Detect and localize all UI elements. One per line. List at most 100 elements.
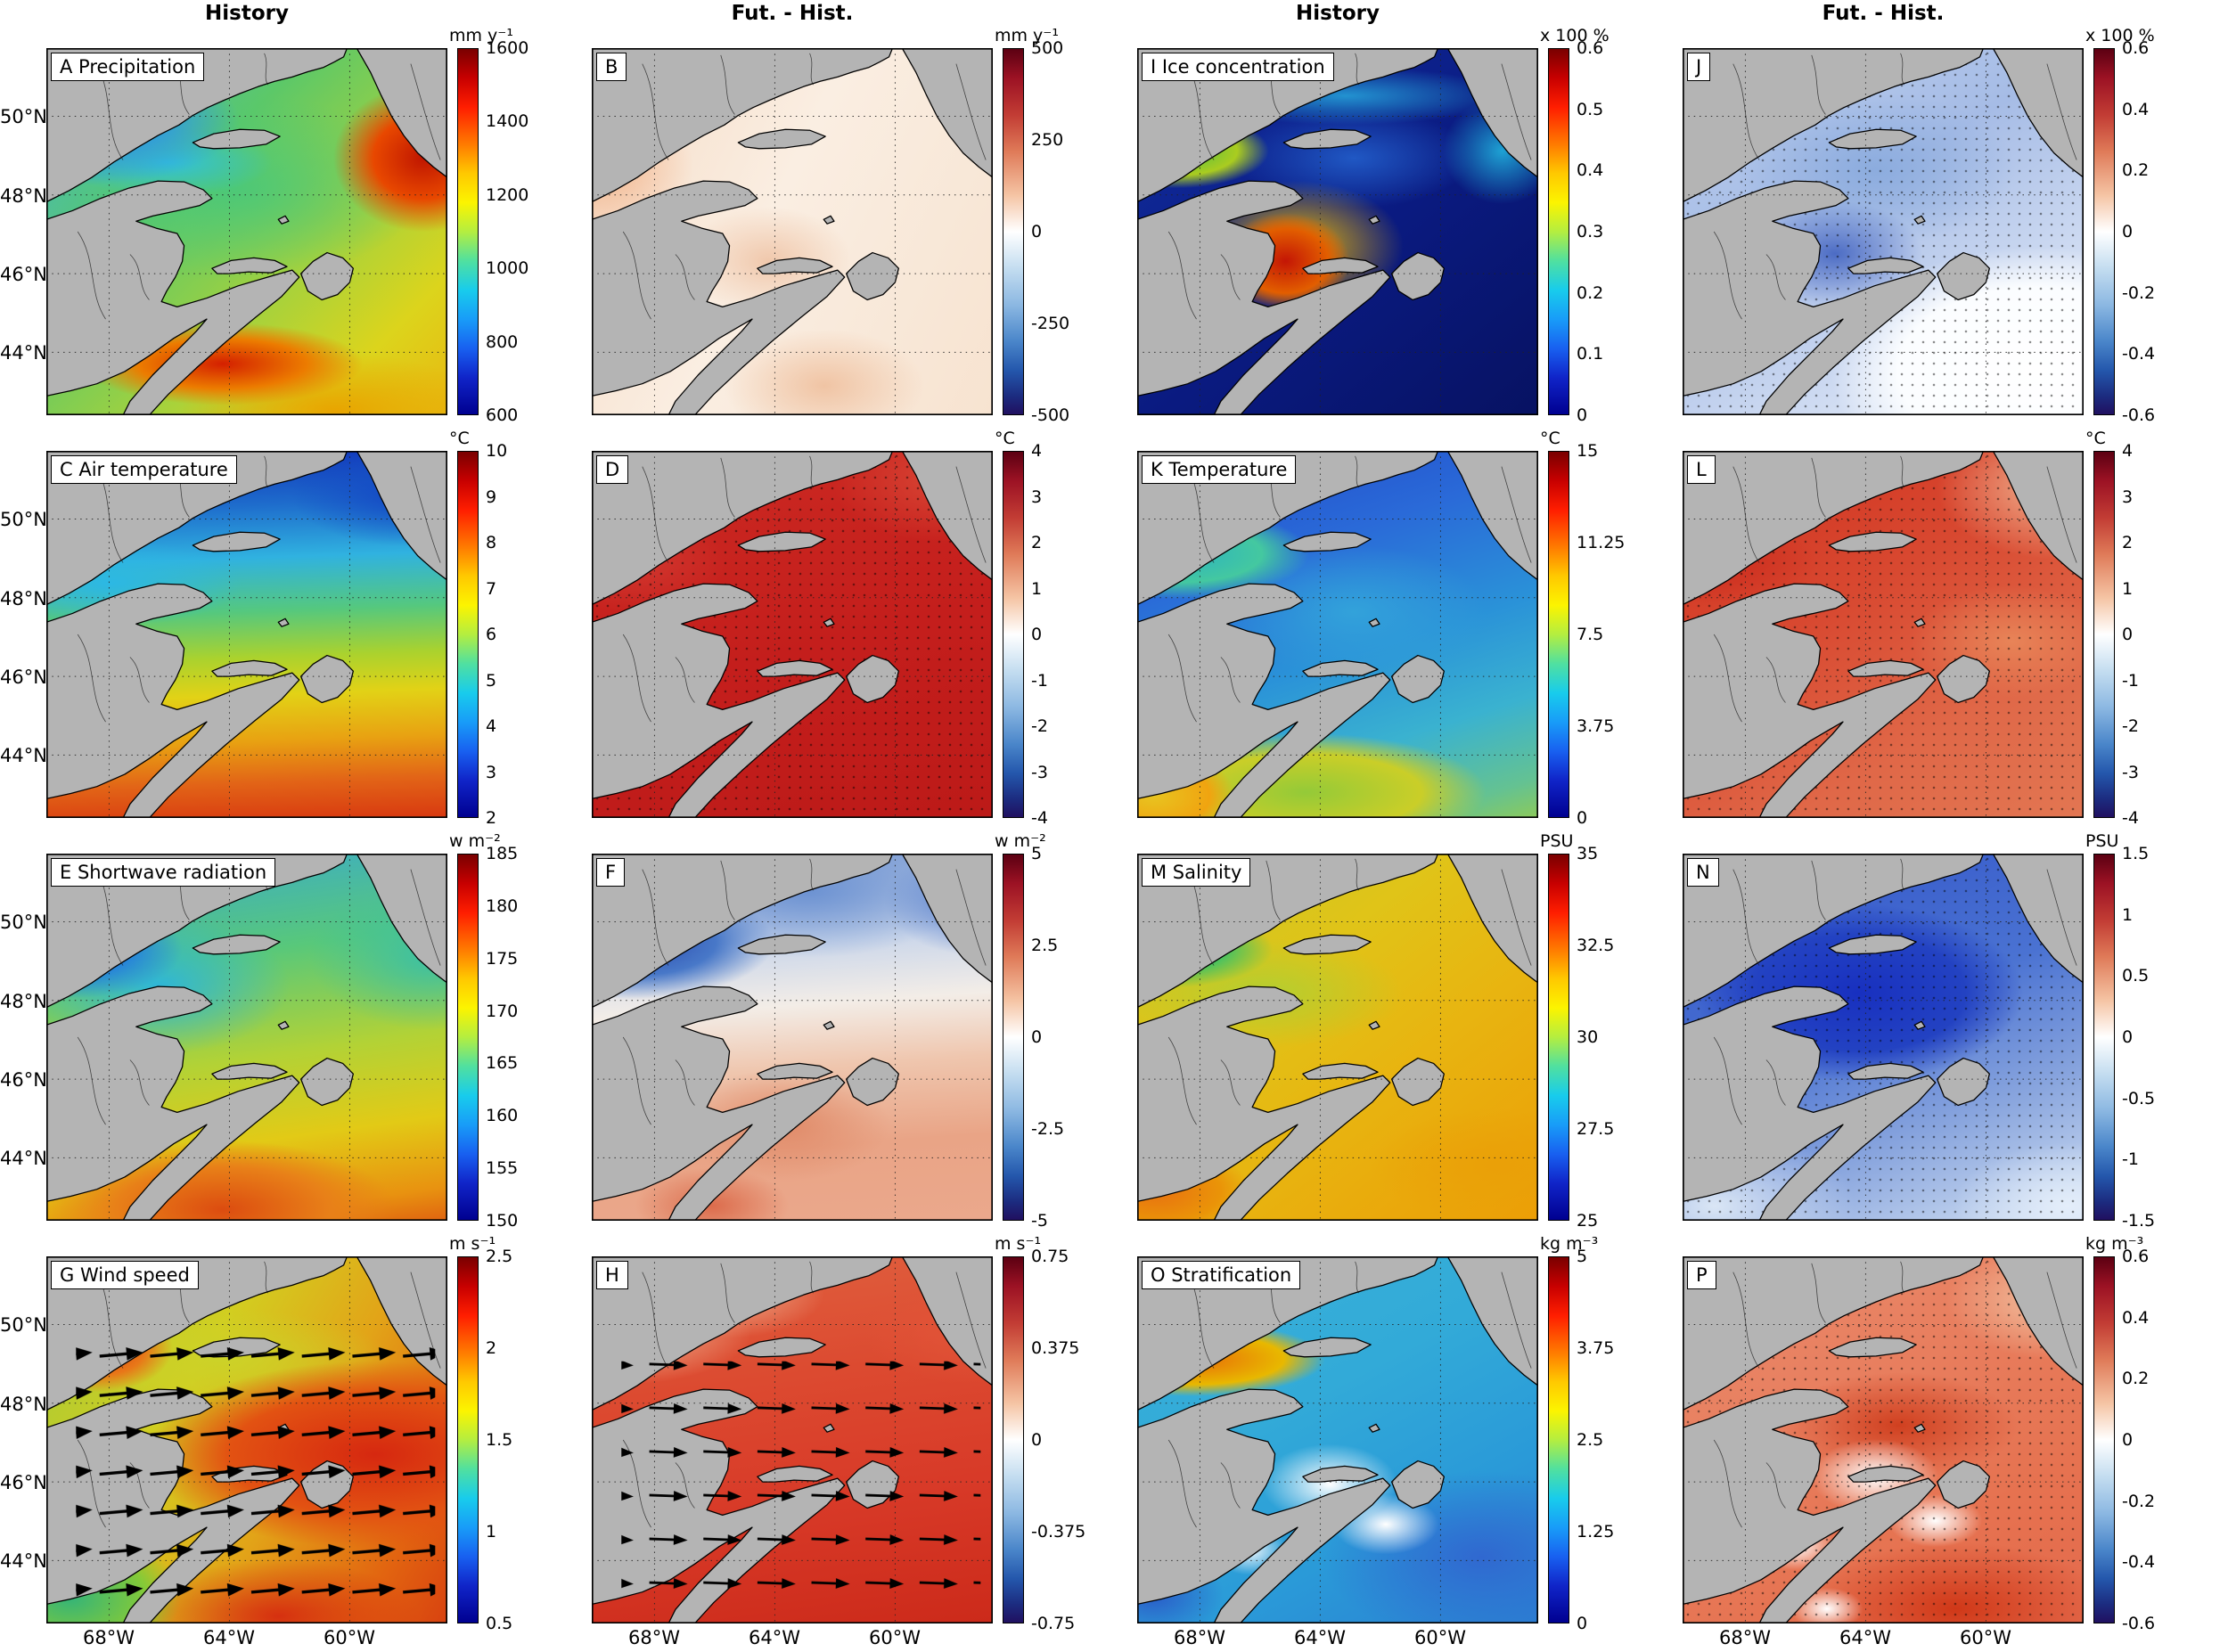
- colorbar-tick-label: 0.2: [2122, 160, 2150, 181]
- lat-label: 46°N: [0, 264, 47, 285]
- colorbar-ticks: 2.5 2 1.5 1 0.5: [486, 1247, 512, 1632]
- colorbar-ticks: 4 3 2 1 0 -1 -2 -3 -4: [2122, 442, 2139, 827]
- colorbar-tick-label: 0: [1031, 222, 1043, 241]
- colorbar: [1003, 1256, 1024, 1623]
- colorbar-tick-label: 800: [486, 331, 519, 352]
- colorbar-tick-label: -0.375: [1031, 1522, 1086, 1542]
- colorbar-unit-label: °C: [449, 429, 470, 448]
- wind-vector-arrows: [621, 1361, 981, 1612]
- colorbar: [1003, 451, 1024, 818]
- lat-label: 50°N: [0, 106, 47, 127]
- panel-label: A Precipitation: [51, 53, 205, 82]
- colorbar-tick-label: 1200: [486, 184, 529, 205]
- panel-label: H: [596, 1261, 628, 1290]
- panel-label: M Salinity: [1142, 858, 1251, 887]
- colorbar-tick-label: 5: [486, 670, 497, 691]
- colorbar-tick-label: 500: [1031, 38, 1064, 58]
- colorbar-unit-label: °C: [2085, 429, 2106, 448]
- coastline-map: [592, 451, 993, 818]
- lat-label: 44°N: [0, 1550, 47, 1572]
- colorbar-tick-label: -1: [2122, 670, 2139, 691]
- panel-label: L: [1687, 455, 1716, 485]
- colorbar-tick-label: 0.5: [2122, 966, 2150, 986]
- panel-label: E Shortwave radiation: [51, 858, 276, 887]
- panel-i: x 100 % I Ice concentration 0.6 0.5 0.4 0.3…: [1137, 25, 1683, 428]
- column-header-history-2: History: [1296, 2, 1380, 25]
- colorbar-tick-label: 155: [486, 1158, 519, 1179]
- panel-b: mm y⁻¹ B 500 250 0 -250 -500: [592, 25, 1137, 428]
- colorbar: [457, 451, 479, 818]
- colorbar-tick-label: 0.3: [1577, 221, 1604, 241]
- colorbar-tick-label: 0: [1031, 1430, 1043, 1450]
- lat-label: 48°N: [0, 185, 47, 207]
- colorbar-tick-label: 3: [2122, 487, 2134, 507]
- map-l: L: [1683, 451, 2084, 818]
- map-f: F: [592, 854, 993, 1221]
- colorbar-ticks: 35 32.5 30 27.5 25: [1577, 845, 1614, 1230]
- colorbar-tick-label: 0.5: [486, 1614, 513, 1633]
- map-k: K Temperature: [1137, 451, 1538, 818]
- colorbar-tick-label: 10: [486, 441, 508, 461]
- coastline-map: [46, 48, 447, 415]
- lat-label: 48°N: [0, 1394, 47, 1415]
- colorbar-tick-label: 6: [486, 625, 497, 644]
- colorbar-tick-label: 11.25: [1577, 533, 1626, 552]
- colorbar-tick-label: 0.4: [2122, 99, 2150, 119]
- colorbar-tick-label: 7.5: [1577, 625, 1604, 644]
- colorbar-tick-label: 175: [486, 948, 519, 969]
- column-header-history-1: History: [205, 2, 289, 25]
- colorbar-tick-label: 5: [1031, 844, 1043, 863]
- wind-vector-arrows: [76, 1344, 436, 1612]
- colorbar-unit-label: °C: [995, 429, 1015, 448]
- colorbar-tick-label: 1.25: [1577, 1522, 1615, 1542]
- lat-label: 44°N: [0, 1148, 47, 1169]
- colorbar-tick-label: -0.75: [1031, 1614, 1076, 1633]
- colorbar-tick-label: 3.75: [1577, 716, 1615, 736]
- panel-f: w m⁻² F 5 2.5 0 -2.5 -5: [592, 830, 1137, 1233]
- colorbar-tick-label: 30: [1577, 1027, 1599, 1047]
- panel-o: kg m⁻³ O Stratification 5 3.75 2.5 1.25 0: [1137, 1233, 1683, 1636]
- colorbar-tick-label: 1: [486, 1522, 497, 1542]
- colorbar-tick-label: -0.6: [2122, 405, 2156, 425]
- column-headers: History Fut. - Hist. History Fut. - Hist…: [46, 2, 2228, 25]
- colorbar: [2093, 1256, 2115, 1623]
- colorbar-unit-label: w m⁻²: [995, 831, 1046, 851]
- colorbar-tick-label: 1: [2122, 904, 2134, 925]
- panel-c: °C C Air temperature 10 9 8 7 6 5 4 3 2: [46, 428, 592, 830]
- colorbar-tick-label: 3.75: [1577, 1338, 1615, 1358]
- map-c: C Air temperature: [46, 451, 447, 818]
- coastline-map: [1137, 1256, 1538, 1623]
- map-j: J: [1683, 48, 2084, 415]
- colorbar-tick-label: -3: [2122, 762, 2139, 782]
- map-a: A Precipitation: [46, 48, 447, 415]
- colorbar-ticks: 1600 1400 1200 1000 800 600: [486, 39, 528, 424]
- colorbar-tick-label: 25: [1577, 1211, 1599, 1231]
- panel-label: K Temperature: [1142, 455, 1297, 485]
- colorbar-ticks: 5 3.75 2.5 1.25 0: [1577, 1247, 1614, 1632]
- colorbar-ticks: 10 9 8 7 6 5 4 3 2: [486, 442, 507, 827]
- lon-label: 60°W: [869, 1627, 921, 1648]
- colorbar-tick-label: 9: [486, 487, 497, 507]
- colorbar-tick-label: 0: [1577, 808, 1588, 828]
- colorbar-tick-label: 0.375: [1031, 1338, 1080, 1358]
- lat-label: 44°N: [0, 342, 47, 364]
- lon-label: 60°W: [1960, 1627, 2011, 1648]
- colorbar-tick-label: 5: [1577, 1247, 1588, 1266]
- colorbar-tick-label: -0.5: [2122, 1088, 2156, 1108]
- colorbar-unit-label: m s⁻¹: [449, 1234, 496, 1254]
- panel-label: C Air temperature: [51, 455, 237, 485]
- lat-label: 50°N: [0, 1314, 47, 1336]
- colorbar-tick-label: 0.4: [1577, 160, 1604, 181]
- colorbar-unit-label: kg m⁻³: [1540, 1234, 1599, 1254]
- colorbar-tick-label: 27.5: [1577, 1119, 1615, 1139]
- colorbar: [1548, 854, 1569, 1221]
- colorbar-unit-label: mm y⁻¹: [995, 26, 1059, 45]
- colorbar-tick-label: 150: [486, 1210, 519, 1231]
- map-p: P: [1683, 1256, 2084, 1623]
- colorbar-tick-label: 8: [486, 533, 497, 552]
- coastline-map: [1683, 854, 2084, 1221]
- panel-p: kg m⁻³ P 0.6 0.4 0.2 0 -0.2 -0.4 -0.6: [1683, 1233, 2228, 1636]
- coastline-map: [1683, 1256, 2084, 1623]
- colorbar-tick-label: 2: [486, 1338, 497, 1358]
